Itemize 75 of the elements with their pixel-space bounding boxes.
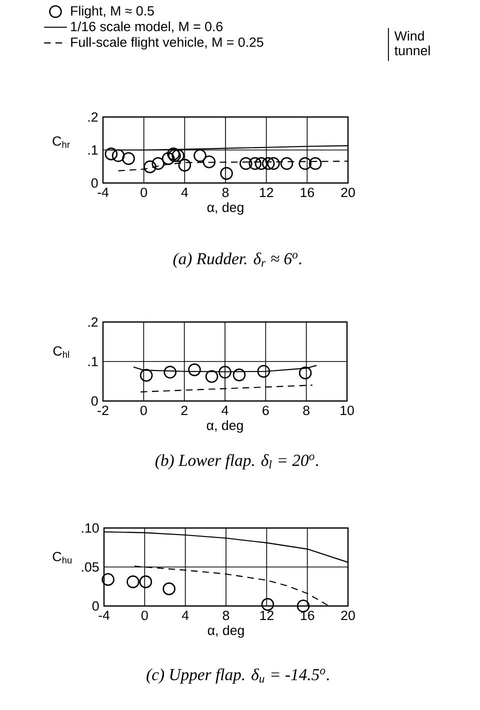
x-tick-label: 20 [341,188,355,198]
x-tick-label: 20 [341,610,355,620]
legend-label: 1/16 scale model, M = 0.6 [71,21,223,33]
x-tick-label: 0 [140,406,147,416]
point [162,582,176,596]
x-tick-label: 10 [340,406,354,416]
text: Wind tunnel [394,30,430,56]
point [218,366,232,379]
legend-label: Flight, M ≈ 0.5 [71,6,154,18]
point [102,573,114,586]
x-tick-label: 16 [300,610,314,620]
text: (a) Rudder. δ$_{r}$ ≈ 6$^{o}$. [173,252,302,268]
y-tick-label: .1 [88,145,98,155]
y-tick-label: .1 [88,356,98,366]
point [248,157,262,170]
y-tick-label: .2 [88,317,98,327]
y-tick-label: .10 [82,523,99,533]
y-axis-title: C$_{hu}$ [52,552,72,564]
point [240,157,252,170]
point [205,370,218,383]
x-tick-label: 16 [300,188,314,198]
x-axis-title: α, deg [206,420,243,433]
point [280,157,294,170]
point [308,157,322,170]
point [261,598,274,611]
point [257,364,270,378]
point [178,158,192,172]
point [139,575,152,588]
point [298,157,312,170]
point [112,149,125,162]
text: (c) Upper flap. δ$_{u}$ = -14.5$^{o}$. [146,668,329,684]
point [152,157,165,170]
x-tick-label: 12 [260,610,274,620]
x-tick-label: 8 [222,610,230,620]
x-axis-title: α, deg [207,202,244,215]
point [262,157,275,170]
point [267,157,280,170]
y-tick-label: 0 [92,601,99,611]
y-tick-label: 0 [91,396,98,406]
point [122,152,135,165]
point [172,149,184,162]
x-tick-label: 6 [262,406,269,416]
point [202,155,216,168]
point [220,167,233,180]
point [140,368,153,382]
x-tick-label: 2 [181,406,188,416]
x-axis-title: α, deg [208,625,244,638]
x-tick-label: 0 [140,188,148,198]
x-tick-label: 12 [260,188,274,198]
legend-label: Full-scale flight vehicle, M = 0.25 [71,37,264,50]
point [144,160,156,174]
x-tick-label: 4 [181,188,188,197]
x-tick-label: 0 [141,610,148,620]
point [194,149,206,162]
point [162,152,175,165]
point [104,148,118,160]
y-tick-label: 0 [91,178,98,188]
x-tick-label: -4 [98,610,110,620]
y-tick-label: .2 [88,112,98,122]
x-tick-label: 8 [222,188,229,198]
point [232,368,246,382]
point [188,363,201,376]
point [298,366,312,380]
text: (b) Lower flap. δ$_{l}$ = 20$^{o}$. [155,454,318,470]
point [254,157,268,170]
x-tick-label: -2 [98,406,108,416]
x-tick-label: 4 [182,610,189,620]
x-tick-label: 8 [303,406,310,416]
point [126,575,140,588]
y-tick-label: .05 [82,562,99,572]
y-axis-title: C$_{hl}$ [53,346,69,358]
point [164,366,176,379]
x-tick-label: 4 [222,406,228,415]
x-tick-label: -4 [98,188,109,197]
y-axis-title: C$_{hr}$ [52,136,70,148]
